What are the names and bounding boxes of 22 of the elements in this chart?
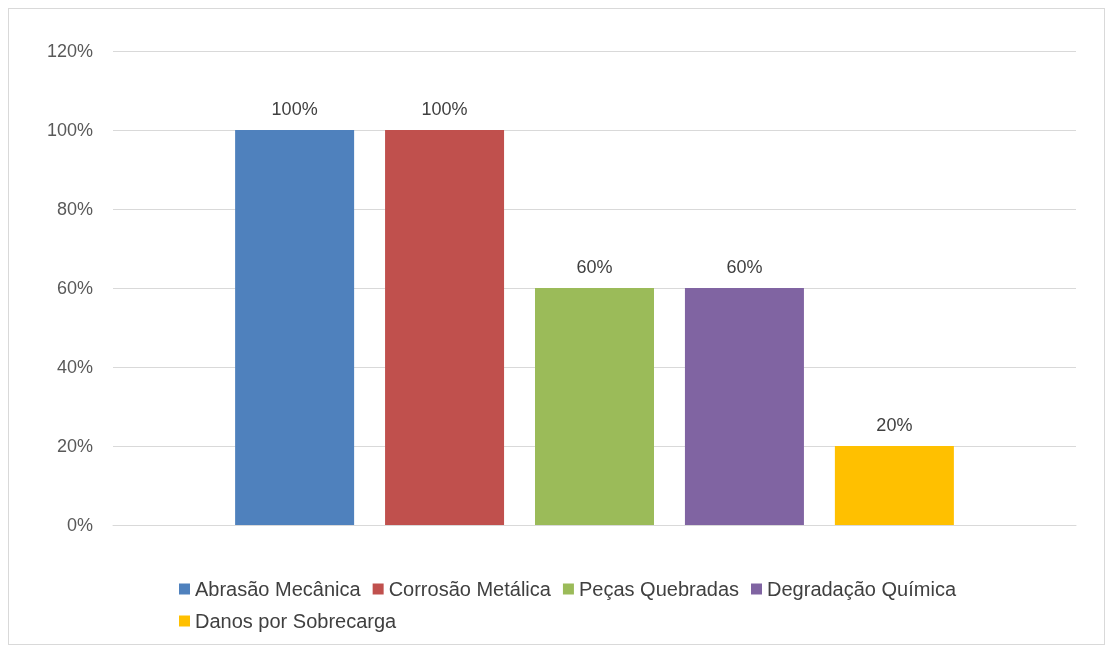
data-label: 60% (726, 257, 763, 277)
y-tick-label: 0% (66, 515, 93, 535)
bar (834, 446, 954, 525)
data-label: 20% (876, 415, 913, 435)
bar (235, 130, 355, 525)
legend-label: Corrosão Metálica (388, 578, 552, 600)
legend-label: Danos por Sobrecarga (195, 610, 398, 632)
data-label: 100% (271, 99, 318, 119)
y-tick-label: 80% (56, 199, 93, 219)
y-tick-label: 100% (46, 120, 93, 140)
y-tick-label: 120% (46, 41, 93, 61)
y-tick-label: 20% (56, 436, 93, 456)
y-tick-label: 40% (56, 357, 93, 377)
legend-label: Peças Quebradas (578, 578, 740, 600)
legend-label: Degradação Química (767, 578, 957, 600)
y-tick-label: 60% (56, 278, 93, 298)
bar (535, 288, 654, 525)
bar (385, 130, 505, 525)
legend-label: Abrasão Mecânica (195, 578, 362, 600)
bar (684, 288, 804, 525)
data-label: 60% (576, 257, 613, 277)
data-label: 100% (421, 99, 468, 119)
